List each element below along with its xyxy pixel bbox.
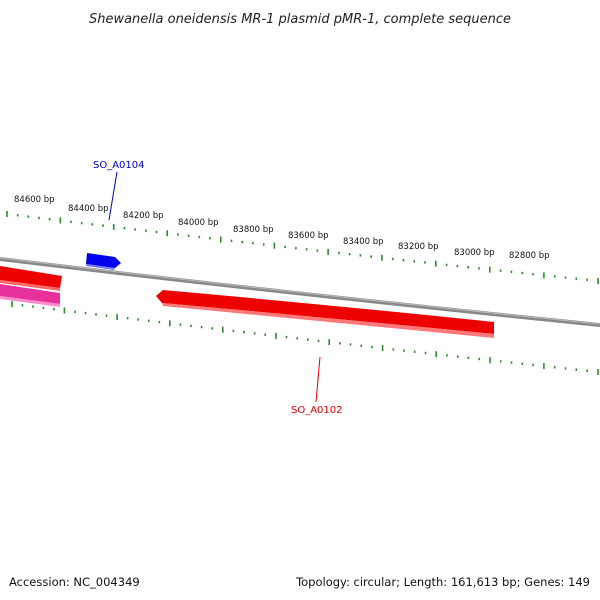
so-a0102-label[interactable]: SO_A0102 (291, 405, 343, 416)
so-a0104-label[interactable]: SO_A0104 (93, 160, 145, 171)
gene-feature-left-red[interactable] (0, 266, 62, 291)
inner-tick-row (11, 301, 599, 375)
ruler-label: 84400 bp (68, 204, 109, 214)
gene-feature-so-a0102[interactable] (156, 290, 494, 338)
accession-text: Accession: NC_004349 (9, 575, 140, 589)
ruler-label: 83200 bp (398, 242, 439, 252)
ruler-label: 84200 bp (123, 211, 164, 221)
gene-feature-so-a0104[interactable] (86, 253, 121, 270)
ruler-label: 84600 bp (14, 195, 55, 205)
ruler-label: 84000 bp (178, 218, 219, 228)
ruler-label: 83000 bp (454, 248, 495, 258)
map-title: Shewanella oneidensis MR-1 plasmid pMR-1… (89, 12, 511, 27)
ruler-label: 83600 bp (288, 231, 329, 241)
gene-feature-left-magenta[interactable] (0, 284, 60, 307)
so-a0104-leader-line (108, 171, 118, 221)
plasmid-backbone (0, 257, 600, 327)
so-a0102-leader-line (315, 356, 321, 403)
ruler-labels: 84600 bp 84400 bp 84200 bp 84000 bp 8380… (14, 195, 550, 261)
ruler-label: 83800 bp (233, 225, 274, 235)
plasmid-backbone-highlight (0, 257, 600, 325)
ruler-label: 82800 bp (509, 251, 550, 261)
topology-summary-text: Topology: circular; Length: 161,613 bp; … (295, 575, 590, 589)
ruler-label: 83400 bp (343, 237, 384, 247)
outer-tick-row (6, 211, 599, 284)
